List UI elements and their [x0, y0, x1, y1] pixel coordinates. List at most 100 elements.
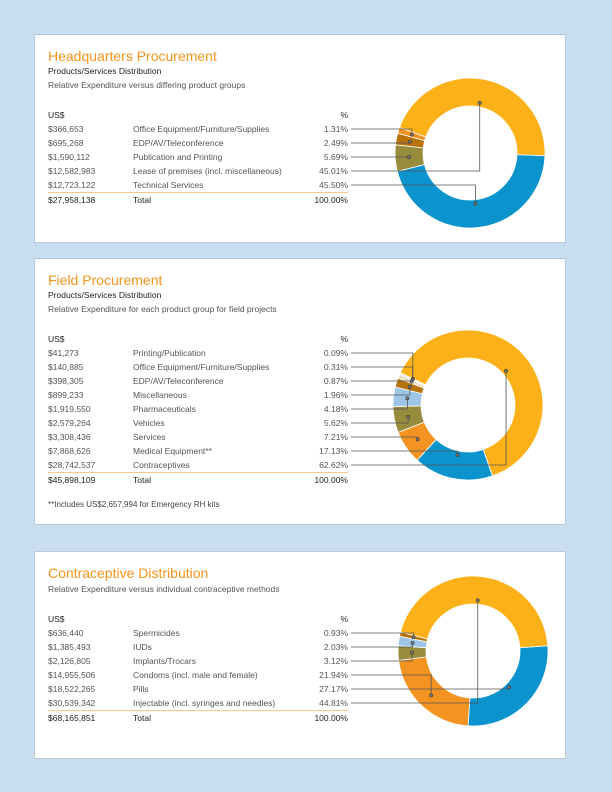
- leader-line: [351, 366, 413, 380]
- total-amount: $27,958,138: [48, 195, 96, 205]
- header-amount: US$: [48, 614, 65, 624]
- table-row: $636,440 Spermicides 0.93%: [48, 626, 348, 640]
- row-amount: $28,742,537: [48, 460, 96, 470]
- row-label: Pills: [133, 684, 149, 694]
- total-percent: 100.00%: [314, 713, 348, 723]
- row-label: Technical Services: [133, 180, 204, 190]
- table-row: $12,723,122 Technical Services 45.50%: [48, 178, 348, 192]
- row-amount: $41,273: [48, 348, 79, 358]
- table-header: US$%: [48, 108, 348, 122]
- row-amount: $2,579,264: [48, 418, 91, 428]
- panel-description: Relative Expenditure for each product gr…: [48, 304, 277, 314]
- table-row: $14,955,506 Condoms (incl. male and femal…: [48, 668, 348, 682]
- row-label: Condoms (incl. male and female): [133, 670, 258, 680]
- row-amount: $12,723,122: [48, 180, 96, 190]
- leader-marker: [406, 415, 411, 419]
- row-amount: $899,233: [48, 390, 84, 400]
- table-row: $899,233 Miscellaneous 1.96%: [48, 388, 348, 402]
- leader-marker: [411, 635, 416, 640]
- row-label: Pharmaceuticals: [133, 404, 196, 414]
- leader-marker: [410, 640, 415, 645]
- row-percent: 7.21%: [323, 432, 348, 442]
- table-row: $3,308,436 Services 7.21%: [48, 430, 348, 444]
- expenditure-table: US$% $41,273 Printing/Publication 0.09% $140…: [48, 332, 348, 487]
- leader-line: [351, 600, 479, 704]
- row-percent: 5.69%: [323, 152, 348, 162]
- panel-title: Headquarters Procurement: [48, 48, 217, 64]
- donut-chart: [351, 77, 546, 229]
- row-percent: 1.96%: [323, 390, 348, 400]
- donut-slice: [399, 329, 544, 477]
- table-header: US$%: [48, 332, 348, 346]
- row-label: EDP/AV/Teleconference: [133, 376, 224, 386]
- panel-description: Relative Expenditure versus differing pr…: [48, 80, 246, 90]
- panel-title: Field Procurement: [48, 272, 163, 288]
- table-row: $1,590,112 Publication and Printing 5.69%: [48, 150, 348, 164]
- total-percent: 100.00%: [314, 475, 348, 485]
- panel-subtitle: Products/Services Distribution: [48, 290, 162, 300]
- table-row: $366,653 Office Equipment/Furniture/Suppl…: [48, 122, 348, 136]
- row-label: Medical Equipment**: [133, 446, 212, 456]
- row-amount: $636,440: [48, 628, 84, 638]
- row-percent: 0.09%: [323, 348, 348, 358]
- table-row: $2,126,805 Implants/Trocars 3.12%: [48, 654, 348, 668]
- row-amount: $14,955,506: [48, 670, 96, 680]
- row-amount: $140,885: [48, 362, 84, 372]
- donut-slice: [398, 77, 546, 157]
- row-percent: 2.03%: [323, 642, 348, 652]
- row-percent: 0.31%: [323, 362, 348, 372]
- leader-line: [351, 371, 507, 466]
- header-percent: %: [340, 110, 348, 120]
- leader-marker: [473, 201, 478, 206]
- row-percent: 5.62%: [323, 418, 348, 428]
- table-row: $695,268 EDP/AV/Teleconference 2.49%: [48, 136, 348, 150]
- total-label: Total: [133, 475, 151, 485]
- row-percent: 17.13%: [319, 446, 348, 456]
- leader-marker: [407, 384, 412, 389]
- leader-marker: [507, 685, 512, 689]
- table-row: $12,582,983 Lease of premises (incl. misc…: [48, 164, 348, 178]
- total-row: $45,898,109 Total 100.00%: [48, 472, 348, 487]
- row-label: Services: [133, 432, 166, 442]
- field-procurement-panel: Field Procurement Products/Services Distr…: [34, 258, 566, 525]
- row-amount: $1,590,112: [48, 152, 90, 162]
- row-amount: $1,919,550: [48, 404, 91, 414]
- donut-chart: [351, 575, 549, 727]
- row-label: Injectable (incl. syringes and needles): [133, 698, 276, 708]
- leader-marker: [409, 132, 414, 137]
- panel-subtitle: Products/Services Distribution: [48, 66, 162, 76]
- leader-line: [351, 652, 413, 662]
- row-percent: 0.87%: [323, 376, 348, 386]
- table-row: $30,539,342 Injectable (incl. syringes an…: [48, 696, 348, 710]
- row-label: Contraceptives: [133, 460, 190, 470]
- headquarters-procurement-panel: Headquarters Procurement Products/Service…: [34, 34, 566, 243]
- expenditure-table: US$% $366,653 Office Equipment/Furniture/S…: [48, 108, 348, 207]
- leader-marker: [475, 598, 480, 603]
- row-label: Implants/Trocars: [133, 656, 196, 666]
- row-label: Printing/Publication: [133, 348, 206, 358]
- row-percent: 0.93%: [323, 628, 348, 638]
- table-row: $398,305 EDP/AV/Teleconference 0.87%: [48, 374, 348, 388]
- contraceptive-distribution-panel: Contraceptive Distribution Relative Expen…: [34, 551, 566, 759]
- total-percent: 100.00%: [314, 195, 348, 205]
- table-row: $7,868,626 Medical Equipment** 17.13%: [48, 444, 348, 458]
- row-percent: 1.31%: [323, 124, 348, 134]
- total-amount: $68,165,851: [48, 713, 96, 723]
- row-label: EDP/AV/Teleconference: [133, 138, 224, 148]
- leader-marker: [415, 437, 420, 442]
- leader-marker: [455, 453, 460, 457]
- leader-line: [351, 386, 411, 396]
- row-label: Office Equipment/Furniture/Supplies: [133, 124, 270, 134]
- row-amount: $3,308,436: [48, 432, 91, 442]
- row-amount: $695,268: [48, 138, 84, 148]
- donut-slice: [398, 656, 471, 727]
- leader-marker: [410, 650, 414, 655]
- panel-title: Contraceptive Distribution: [48, 565, 209, 581]
- row-percent: 21.94%: [319, 670, 348, 680]
- total-label: Total: [133, 713, 151, 723]
- row-label: Vehicles: [133, 418, 165, 428]
- row-percent: 2.49%: [323, 138, 348, 148]
- table-row: $1,919,550 Pharmaceuticals 4.18%: [48, 402, 348, 416]
- total-label: Total: [133, 195, 151, 205]
- table-row: $18,522,265 Pills 27.17%: [48, 682, 348, 696]
